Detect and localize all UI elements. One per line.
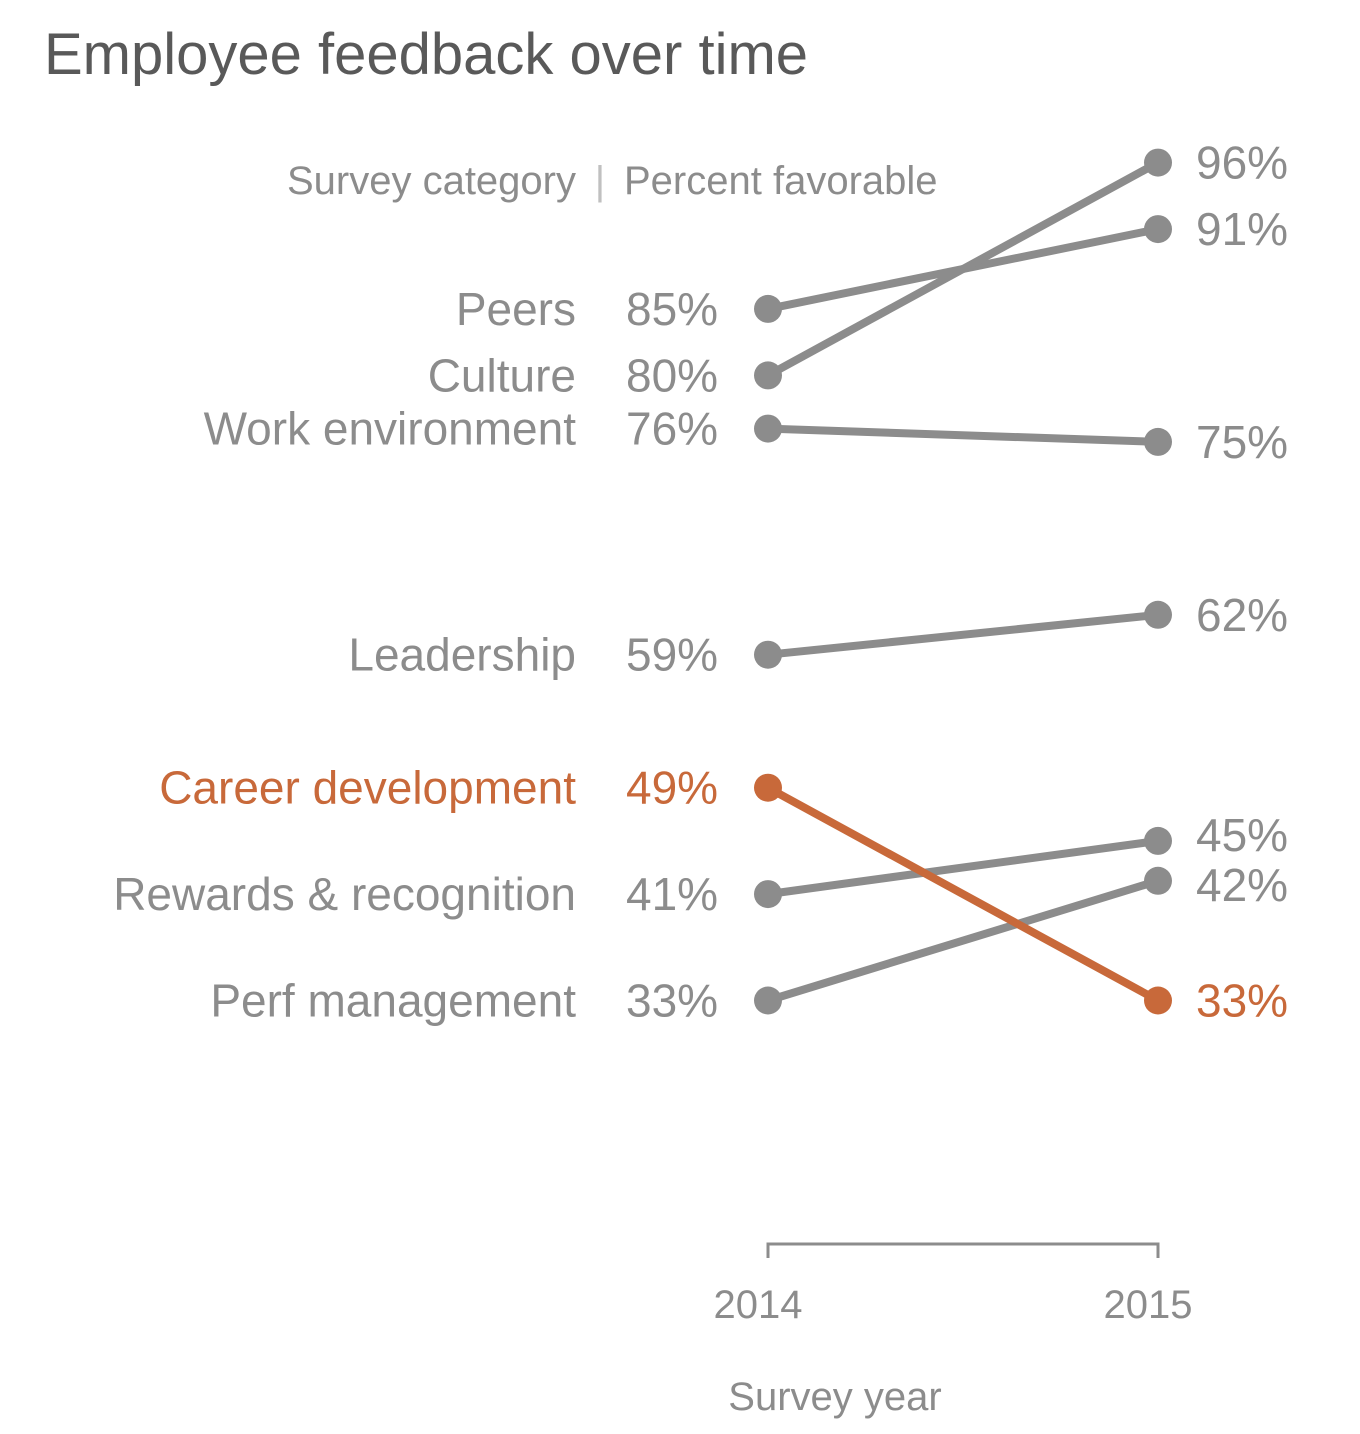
category-label-culture: Culture — [428, 349, 576, 401]
series-line-work-environment — [764, 424, 1162, 446]
value-label-2015-peers: 91% — [1196, 203, 1288, 255]
value-label-2014-rewards-and-recognition: 41% — [626, 868, 718, 920]
series-line-perf-management — [764, 876, 1162, 1005]
value-label-2015-culture: 96% — [1196, 137, 1288, 189]
point-2015-peers — [1144, 215, 1172, 244]
point-2014-culture — [754, 361, 782, 390]
x-axis — [766, 1242, 1160, 1258]
value-label-2014-work-environment: 76% — [626, 403, 718, 455]
subtitle-separator: | — [595, 159, 605, 203]
category-label-leadership: Leadership — [348, 629, 576, 681]
point-2015-perf-management — [1144, 866, 1172, 895]
value-label-2015-work-environment: 75% — [1196, 416, 1288, 468]
value-label-2014-perf-management: 33% — [626, 975, 718, 1027]
subtitle-right: Percent favorable — [624, 159, 938, 203]
subtitle-left: Survey category — [287, 159, 576, 203]
category-label-perf-management: Perf management — [210, 975, 576, 1027]
value-label-2015-career-development: 33% — [1196, 975, 1288, 1027]
value-label-2015-perf-management: 42% — [1196, 859, 1288, 911]
point-2015-work-environment — [1144, 427, 1172, 456]
point-2014-perf-management — [754, 986, 782, 1015]
point-2014-work-environment — [754, 414, 782, 443]
x-tick-2015: 2015 — [1104, 1283, 1193, 1327]
category-label-work-environment: Work environment — [204, 403, 577, 455]
series-line-career-development — [764, 783, 1162, 1005]
series-layer: Peers 85% 91% Culture 80% 96% Work environment… — [113, 137, 1288, 1027]
value-label-2015-leadership: 62% — [1196, 589, 1288, 641]
x-axis-label: Survey year — [728, 1375, 941, 1419]
point-2015-culture — [1144, 148, 1172, 177]
value-label-2014-peers: 85% — [626, 283, 718, 335]
value-label-2014-culture: 80% — [626, 349, 718, 401]
point-2014-peers — [754, 294, 782, 323]
value-label-2014-career-development: 49% — [626, 762, 718, 814]
point-2015-leadership — [1144, 600, 1172, 629]
category-label-rewards-and-recognition: Rewards & recognition — [113, 868, 576, 920]
category-label-peers: Peers — [456, 283, 576, 335]
chart-title: Employee feedback over time — [44, 22, 808, 87]
point-2014-career-development — [754, 773, 782, 802]
point-2015-rewards-and-recognition — [1144, 826, 1172, 855]
point-2014-leadership — [754, 640, 782, 669]
value-label-2014-leadership: 59% — [626, 629, 718, 681]
point-2014-rewards-and-recognition — [754, 880, 782, 909]
value-label-2015-rewards-and-recognition: 45% — [1196, 809, 1288, 861]
category-label-career-development: Career development — [159, 762, 576, 814]
point-2015-career-development — [1144, 986, 1172, 1015]
series-line-leadership — [764, 610, 1162, 659]
series-line-rewards-and-recognition — [764, 836, 1162, 899]
x-tick-2014: 2014 — [714, 1283, 803, 1327]
series-line-culture — [764, 158, 1162, 380]
